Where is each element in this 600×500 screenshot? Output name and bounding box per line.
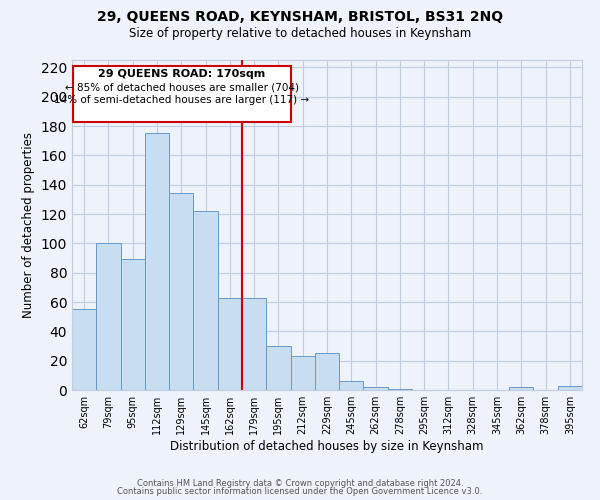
Text: 14% of semi-detached houses are larger (117) →: 14% of semi-detached houses are larger (… — [55, 95, 310, 105]
Bar — [266, 346, 290, 390]
Bar — [339, 381, 364, 390]
Text: Size of property relative to detached houses in Keynsham: Size of property relative to detached ho… — [129, 28, 471, 40]
Bar — [169, 194, 193, 390]
Bar — [121, 260, 145, 390]
Bar — [364, 387, 388, 390]
Bar — [290, 356, 315, 390]
Text: ← 85% of detached houses are smaller (704): ← 85% of detached houses are smaller (70… — [65, 82, 299, 92]
Bar — [72, 310, 96, 390]
Bar — [242, 298, 266, 390]
FancyBboxPatch shape — [73, 66, 290, 122]
Bar — [218, 298, 242, 390]
Text: Contains public sector information licensed under the Open Government Licence v3: Contains public sector information licen… — [118, 487, 482, 496]
Bar — [96, 244, 121, 390]
Bar — [509, 387, 533, 390]
Text: Contains HM Land Registry data © Crown copyright and database right 2024.: Contains HM Land Registry data © Crown c… — [137, 478, 463, 488]
Text: 29 QUEENS ROAD: 170sqm: 29 QUEENS ROAD: 170sqm — [98, 69, 266, 79]
Bar — [388, 388, 412, 390]
Text: 29, QUEENS ROAD, KEYNSHAM, BRISTOL, BS31 2NQ: 29, QUEENS ROAD, KEYNSHAM, BRISTOL, BS31… — [97, 10, 503, 24]
Bar — [193, 211, 218, 390]
Bar — [315, 354, 339, 390]
Bar — [145, 134, 169, 390]
Y-axis label: Number of detached properties: Number of detached properties — [22, 132, 35, 318]
Bar — [558, 386, 582, 390]
X-axis label: Distribution of detached houses by size in Keynsham: Distribution of detached houses by size … — [170, 440, 484, 453]
